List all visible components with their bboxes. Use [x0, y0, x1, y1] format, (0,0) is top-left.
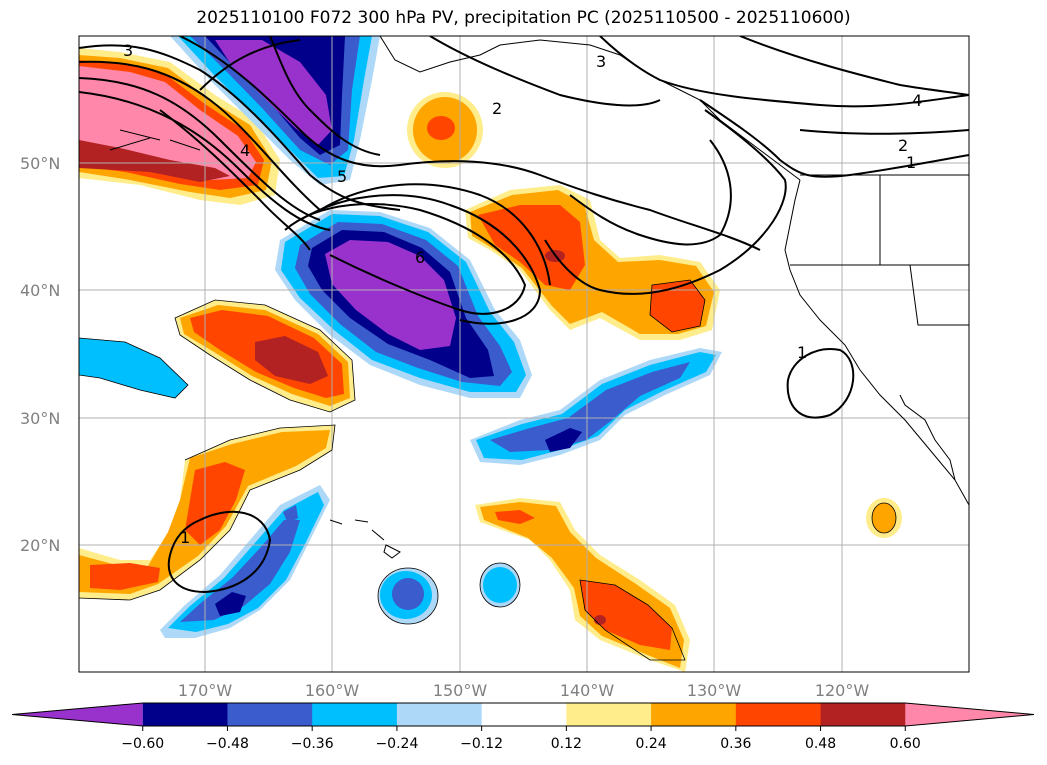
colorbar-tick-label: −0.12 [460, 736, 503, 752]
latitude-labels: 50°N 40°N 30°N 20°N [20, 154, 60, 555]
colorbar-bin [396, 703, 483, 726]
colorbar-bin [481, 703, 567, 726]
contour-label: 4 [912, 91, 922, 110]
colorbar-bin [820, 703, 906, 726]
shading-outlines [79, 279, 897, 661]
colorbar-extend-min [12, 703, 143, 726]
colorbar: −0.60 −0.48 −0.36 −0.24 −0.12 0.12 0.24 0.36 0.4… [11, 702, 1035, 752]
contour-label: 4 [240, 141, 250, 160]
contour-label: 5 [337, 167, 347, 186]
pv-contours [79, 36, 969, 594]
colorbar-tick-label: 0.12 [551, 736, 582, 752]
colorbar-bin [651, 703, 737, 726]
colorbar-bin [566, 703, 652, 726]
longitude-labels: 170°W 160°W 150°W 140°W 130°W 120°W [178, 681, 870, 700]
contour-label: 2 [898, 136, 908, 155]
contour-label: 2 [492, 99, 502, 118]
colorbar-tick-label: −0.36 [291, 736, 334, 752]
colorbar-tick-label: −0.24 [375, 736, 418, 752]
lat-label: 50°N [20, 154, 60, 173]
positive-anomaly-south-central [475, 498, 690, 672]
contour-label: 1 [906, 153, 916, 172]
negative-anomaly-middle-band [470, 348, 722, 465]
colorbar-extend-max [905, 703, 1034, 726]
contour-label: 6 [415, 248, 425, 267]
lon-label: 150°W [433, 681, 488, 700]
negative-anomaly-west-edge [79, 338, 188, 398]
colorbar-bin [227, 703, 313, 726]
map-plot-area: 3 2 3 4 2 1 4 5 6 1 1 [79, 36, 969, 672]
colorbar-tick-label: −0.48 [206, 736, 249, 752]
contour-label: 1 [797, 343, 807, 362]
lon-label: 130°W [687, 681, 742, 700]
contour-labels: 3 2 3 4 2 1 4 5 6 1 1 [123, 41, 922, 547]
colorbar-tick-label: 0.60 [890, 736, 921, 752]
colorbar-bin [735, 703, 822, 726]
contour-label: 3 [123, 41, 133, 60]
colorbar-bin [142, 703, 228, 726]
contour-label: 3 [596, 52, 606, 71]
lon-label: 140°W [560, 681, 615, 700]
lat-label: 20°N [20, 536, 60, 555]
colorbar-tick-label: 0.36 [720, 736, 751, 752]
coastlines [109, 36, 969, 559]
map-title: 2025110100 F072 300 hPa PV, precipitatio… [196, 8, 851, 28]
positive-anomaly-northeast [465, 185, 720, 340]
colorbar-tick-label: −0.60 [121, 736, 164, 752]
colorbar-tick-label: 0.48 [805, 736, 836, 752]
lon-label: 120°W [815, 681, 870, 700]
positive-anomaly-west-central [175, 300, 355, 412]
colorbar-tick-label: 0.24 [636, 736, 667, 752]
positive-anomaly-blob-north [407, 92, 483, 168]
negative-anomaly-north [170, 36, 380, 185]
lat-label: 30°N [20, 409, 60, 428]
lon-label: 170°W [178, 681, 233, 700]
positive-anomaly-east-small [866, 498, 902, 538]
contour-label: 1 [180, 528, 190, 547]
colorbar-bin [312, 703, 398, 726]
map-frame [78, 35, 970, 673]
lon-label: 160°W [305, 681, 360, 700]
negative-anomaly-small-blobs [378, 563, 520, 624]
lat-label: 40°N [20, 281, 60, 300]
